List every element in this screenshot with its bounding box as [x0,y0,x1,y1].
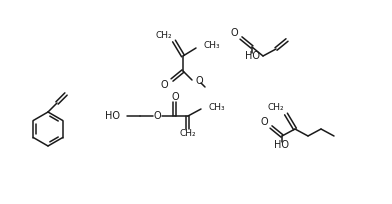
Text: HO: HO [105,111,120,121]
Text: CH₂: CH₂ [267,103,284,112]
Text: CH₃: CH₃ [209,103,226,112]
Text: O: O [160,80,168,90]
Text: HO: HO [274,140,290,150]
Text: CH₂: CH₂ [180,130,196,139]
Text: O: O [230,28,238,38]
Text: HO: HO [245,51,261,61]
Text: O: O [171,92,179,102]
Text: CH₂: CH₂ [155,31,172,40]
Text: O: O [196,76,203,86]
Text: CH₃: CH₃ [204,41,221,51]
Text: O: O [260,117,268,127]
Text: O: O [153,111,161,121]
